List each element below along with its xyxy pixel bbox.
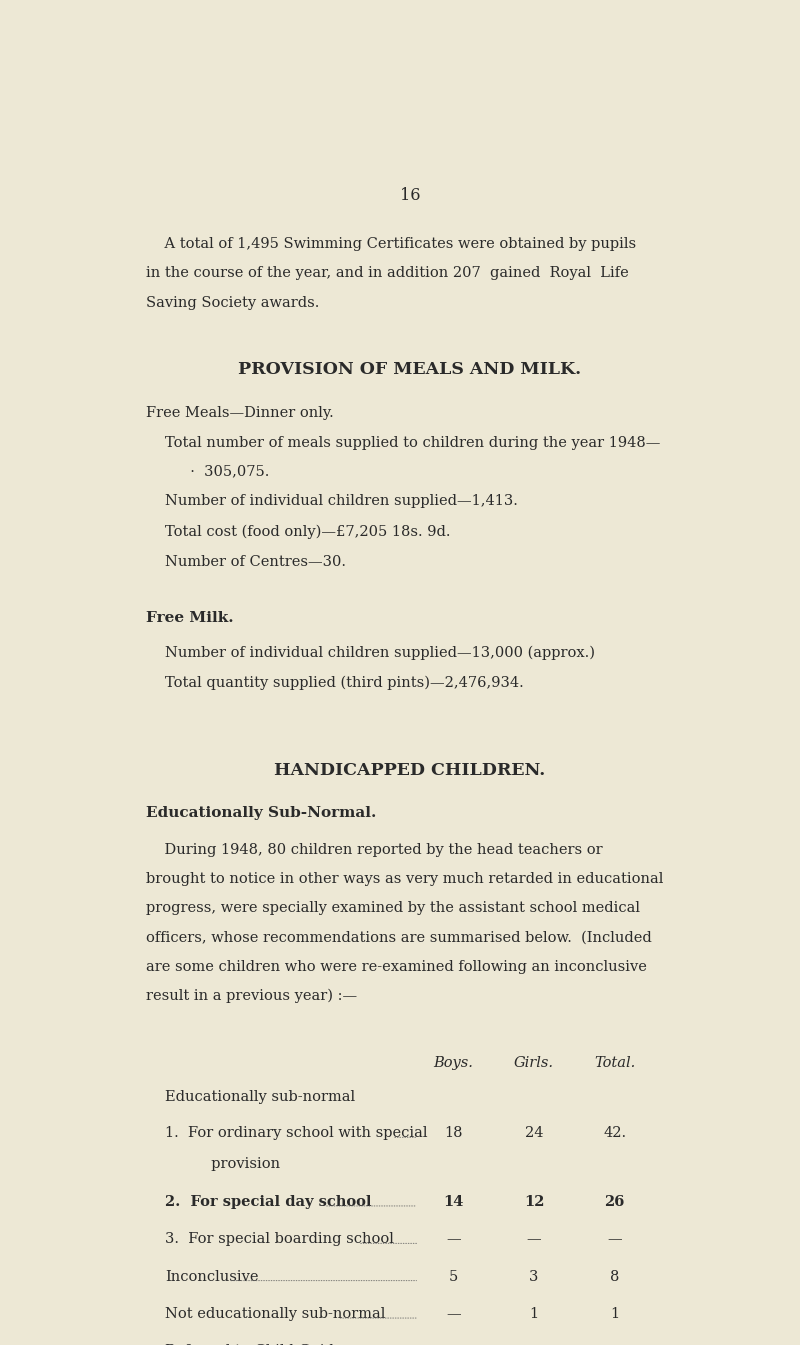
Text: 12: 12 xyxy=(524,1194,544,1209)
Text: 1.  For ordinary school with special: 1. For ordinary school with special xyxy=(165,1126,428,1141)
Text: 42.: 42. xyxy=(603,1126,626,1141)
Text: 14: 14 xyxy=(443,1194,463,1209)
Text: 26: 26 xyxy=(605,1194,625,1209)
Text: A total of 1,495 Swimming Certificates were obtained by pupils: A total of 1,495 Swimming Certificates w… xyxy=(146,237,637,252)
Text: During 1948, 80 children reported by the head teachers or: During 1948, 80 children reported by the… xyxy=(146,842,603,857)
Text: result in a previous year) :—: result in a previous year) :— xyxy=(146,989,358,1003)
Text: officers, whose recommendations are summarised below.  (Included: officers, whose recommendations are summ… xyxy=(146,931,652,944)
Text: —: — xyxy=(446,1307,461,1321)
Text: —: — xyxy=(446,1232,461,1247)
Text: 24: 24 xyxy=(525,1126,543,1141)
Text: are some children who were re-examined following an inconclusive: are some children who were re-examined f… xyxy=(146,959,647,974)
Text: Educationally sub-normal: Educationally sub-normal xyxy=(165,1089,355,1104)
Text: Number of Centres—30.: Number of Centres—30. xyxy=(165,555,346,569)
Text: Total quantity supplied (third pints)—2,476,934.: Total quantity supplied (third pints)—2,… xyxy=(165,675,524,690)
Text: 18: 18 xyxy=(444,1126,462,1141)
Text: 8: 8 xyxy=(610,1270,619,1283)
Text: Total number of meals supplied to children during the year 1948—: Total number of meals supplied to childr… xyxy=(165,436,661,449)
Text: Saving Society awards.: Saving Society awards. xyxy=(146,296,320,309)
Text: HANDICAPPED CHILDREN.: HANDICAPPED CHILDREN. xyxy=(274,761,546,779)
Text: provision: provision xyxy=(165,1158,280,1171)
Text: Free Meals—Dinner only.: Free Meals—Dinner only. xyxy=(146,406,334,420)
Text: Boys.: Boys. xyxy=(434,1056,474,1069)
Text: —: — xyxy=(607,1232,622,1247)
Text: 1: 1 xyxy=(530,1307,538,1321)
Text: 16: 16 xyxy=(400,187,420,204)
Text: Not educationally sub-normal: Not educationally sub-normal xyxy=(165,1307,386,1321)
Text: Girls.: Girls. xyxy=(514,1056,554,1069)
Text: brought to notice in other ways as very much retarded in educational: brought to notice in other ways as very … xyxy=(146,872,664,886)
Text: Total.: Total. xyxy=(594,1056,635,1069)
Text: 2.  For special day school: 2. For special day school xyxy=(165,1194,371,1209)
Text: 3.  For special boarding school: 3. For special boarding school xyxy=(165,1232,394,1247)
Text: 1: 1 xyxy=(610,1307,619,1321)
Text: PROVISION OF MEALS AND MILK.: PROVISION OF MEALS AND MILK. xyxy=(238,360,582,378)
Text: Inconclusive: Inconclusive xyxy=(165,1270,258,1283)
Text: Educationally Sub-Normal.: Educationally Sub-Normal. xyxy=(146,806,377,820)
Text: Total cost (food only)—£7,205 18s. 9d.: Total cost (food only)—£7,205 18s. 9d. xyxy=(165,525,450,539)
Text: Number of individual children supplied—1,413.: Number of individual children supplied—1… xyxy=(165,495,518,508)
Text: ·  305,075.: · 305,075. xyxy=(181,464,269,477)
Text: 3: 3 xyxy=(530,1270,538,1283)
Text: Number of individual children supplied—13,000 (approx.): Number of individual children supplied—1… xyxy=(165,646,595,659)
Text: progress, were specially examined by the assistant school medical: progress, were specially examined by the… xyxy=(146,901,641,915)
Text: Free Milk.: Free Milk. xyxy=(146,611,234,625)
Text: 5: 5 xyxy=(449,1270,458,1283)
Text: —: — xyxy=(526,1232,542,1247)
Text: in the course of the year, and in addition 207  gained  Royal  Life: in the course of the year, and in additi… xyxy=(146,266,630,280)
